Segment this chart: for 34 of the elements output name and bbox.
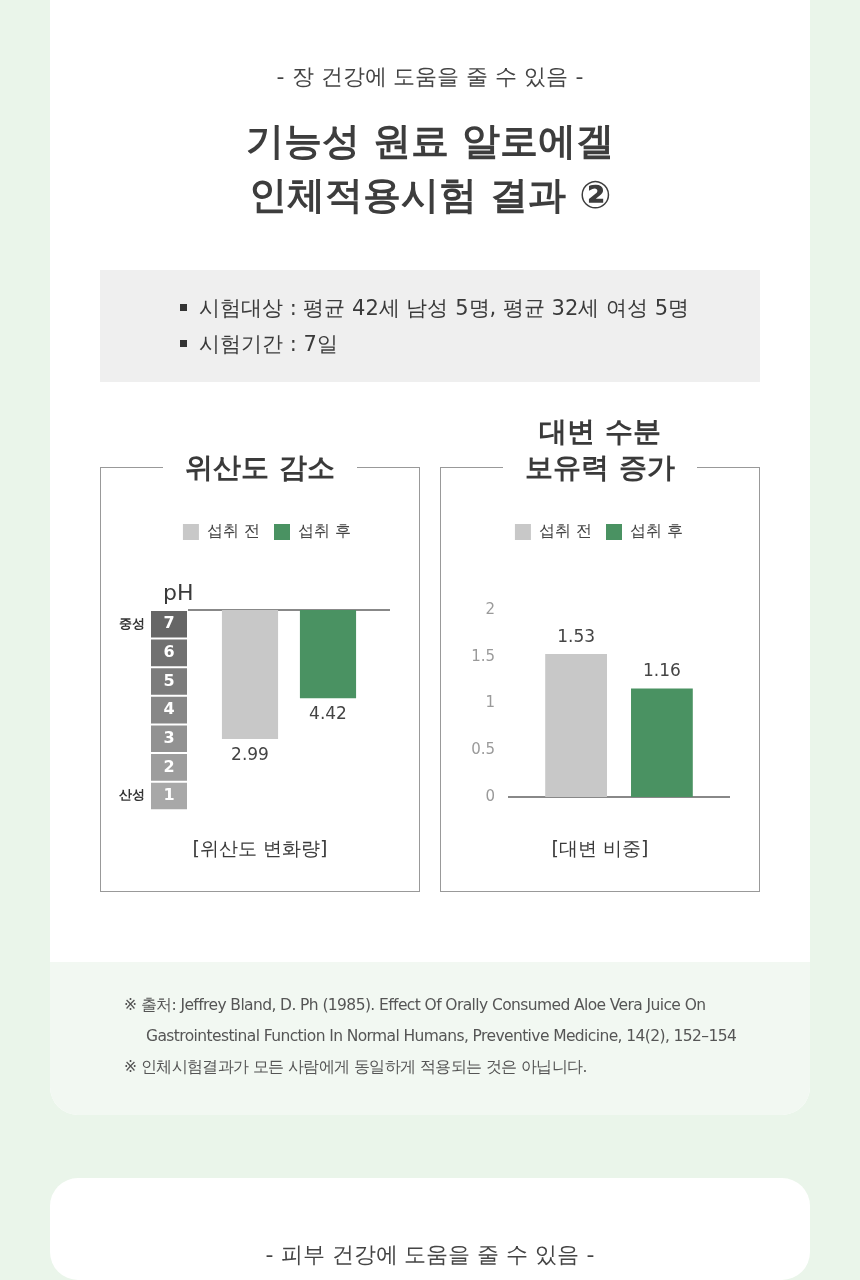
- legend-label: 섭취 후: [630, 521, 684, 541]
- y-tick-label: 0.5: [471, 740, 495, 759]
- y-axis-title: pH: [163, 580, 194, 605]
- y-tick-label: 2: [485, 599, 495, 618]
- y-tick-label: 1.5: [471, 646, 495, 665]
- y-tick-label: 0: [485, 786, 495, 805]
- data-label: 2.99: [231, 743, 269, 764]
- text: ※ 인체시험결과가 모든 사람에게 동일하게 적용되는 것은 아닙니다.: [124, 1058, 587, 1076]
- x-axis-title: [대변 비중]: [550, 836, 650, 861]
- y-tick-label: 2: [163, 756, 175, 776]
- text: - 피부 건강에 도움을 줄 수 있음 -: [264, 1241, 596, 1269]
- data-label: 1.16: [642, 660, 681, 681]
- text: 시험기간 : 7일: [199, 332, 338, 356]
- text: - 장 건강에 도움을 줄 수 있음 -: [275, 63, 585, 91]
- text: ※ 출처: Jeffrey Bland, D. Ph (1985). Effect Of Orally Consumed Aloe Vera Juice On Gastrointestinal Function In Normal Humans, Preventive Medicine, 14(2), 152–154: [124, 996, 737, 1045]
- legend-label: 섭취 전: [206, 521, 261, 541]
- legend-label: 섭취 전: [538, 521, 593, 541]
- legend-label: 섭취 후: [298, 521, 352, 541]
- text: 기능성 원료 알로에겔 인체적용시험 결과 ②: [244, 118, 616, 219]
- chart-title: 대변 수분 보유력 증가: [503, 414, 697, 486]
- chart-title: 위산도 감소: [163, 450, 357, 486]
- y-tick-label: 3: [163, 727, 175, 747]
- text: 시험대상 : 평균 42세 남성 5명, 평균 32세 여성 5명: [199, 296, 689, 320]
- y-tick-label: 4: [163, 699, 175, 719]
- data-label: 1.53: [557, 625, 596, 646]
- x-axis-title: [위산도 변화량]: [191, 836, 329, 861]
- text: 중성: [119, 615, 145, 631]
- text: 산성: [119, 787, 145, 803]
- y-tick-label: 7: [163, 613, 175, 633]
- data-label: 4.42: [309, 703, 347, 724]
- y-tick-label: 1: [485, 693, 495, 712]
- y-tick-label: 5: [163, 670, 175, 690]
- y-tick-label: 1: [163, 785, 175, 805]
- y-tick-label: 6: [163, 642, 175, 662]
